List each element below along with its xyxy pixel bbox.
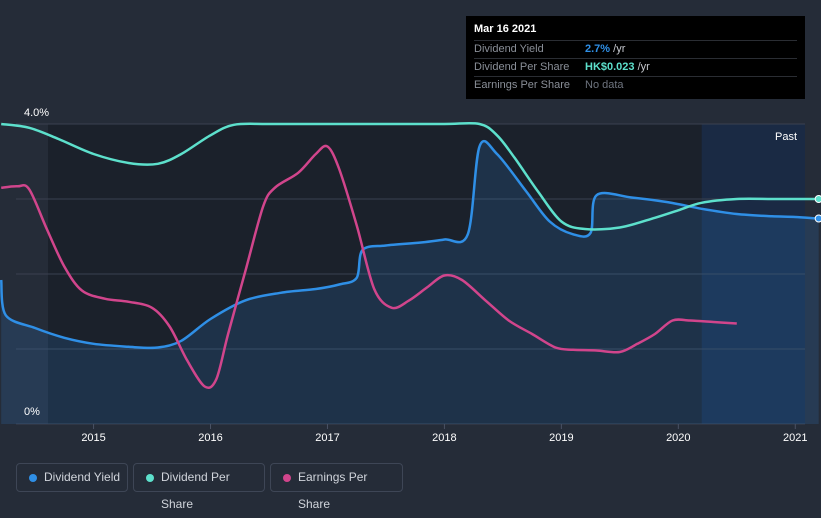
gridlines xyxy=(16,123,805,425)
series-end-markers xyxy=(814,195,821,223)
tooltip-date: Mar 16 2021 xyxy=(474,23,797,41)
tooltip-label: Dividend Yield xyxy=(474,43,544,55)
series-line-dividend-yield xyxy=(0,140,819,350)
series-line-earnings-per-share xyxy=(1,144,737,390)
x-tick-label: 2021 xyxy=(783,432,807,444)
series-end-marker-dividend-yield xyxy=(814,214,821,223)
tooltip-label: Dividend Per Share xyxy=(474,61,570,73)
series-line-dividend-per-share xyxy=(1,121,819,231)
y-tick-top: 4.0% xyxy=(24,107,49,119)
x-axis-ticks: 2015 2016 2017 2018 2019 2020 2021 xyxy=(81,424,808,444)
tooltip-row-earnings-per-share: Earnings Per Share No data xyxy=(474,77,797,94)
legend-label: Dividend Yield xyxy=(44,470,121,484)
tooltip-value-text: HK$0.023 xyxy=(585,61,635,73)
tooltip-value-text: No data xyxy=(585,79,624,91)
legend-dot-icon xyxy=(29,474,37,482)
x-tick-label: 2015 xyxy=(81,432,105,444)
legend-dot-icon xyxy=(283,474,291,482)
tooltip-label: Earnings Per Share xyxy=(474,79,570,91)
tooltip-unit: /yr xyxy=(634,61,650,73)
x-tick-label: 2016 xyxy=(198,432,222,444)
x-tick-label: 2018 xyxy=(432,432,456,444)
x-tick-label: 2019 xyxy=(549,432,573,444)
legend-item-dividend-per-share[interactable]: Dividend Per Share xyxy=(133,463,265,511)
tooltip-row-dividend-per-share: Dividend Per Share HK$0.023 /yr xyxy=(474,59,797,77)
tooltip-value: 2.7% /yr xyxy=(585,41,625,58)
tooltip-value: No data xyxy=(585,77,624,94)
tooltip-unit: /yr xyxy=(610,43,626,55)
series-end-marker-dividend-per-share xyxy=(814,195,821,203)
past-label: Past xyxy=(775,131,797,143)
legend-item-earnings-per-share[interactable]: Earnings Per Share xyxy=(270,463,403,511)
x-tick-label: 2020 xyxy=(666,432,690,444)
legend-item-dividend-yield[interactable]: Dividend Yield xyxy=(16,463,128,492)
tooltip: Mar 16 2021 Dividend Yield 2.7% /yr Divi… xyxy=(466,16,805,99)
x-tick-label: 2017 xyxy=(315,432,339,444)
series-line-layer xyxy=(0,121,819,390)
tooltip-value-text: 2.7% xyxy=(585,43,611,55)
legend-dot-icon xyxy=(146,474,154,482)
tooltip-row-dividend-yield: Dividend Yield 2.7% /yr xyxy=(474,41,797,59)
y-tick-bottom: 0% xyxy=(24,406,40,418)
tooltip-value: HK$0.023 /yr xyxy=(585,59,650,76)
